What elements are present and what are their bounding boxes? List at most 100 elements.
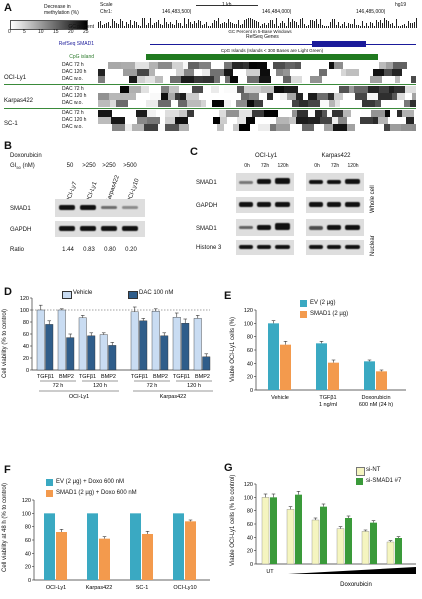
gc-bar (356, 25, 358, 28)
band (257, 202, 271, 207)
gi50-subscript: 50 (16, 165, 21, 171)
heatmap-cell (144, 124, 158, 131)
heatmap-cell (299, 100, 308, 107)
heatmap-cell (236, 100, 247, 107)
gc-bar (124, 26, 126, 28)
bar-ev (364, 361, 375, 390)
heatmap-cell (343, 62, 349, 69)
heatmap-cell (103, 86, 113, 93)
scale-line (196, 5, 258, 6)
heatmap-cell (270, 124, 276, 131)
heatmap-cell (322, 76, 330, 83)
heatmap-cell (393, 117, 406, 124)
browser-scale: Scale (100, 2, 113, 8)
gc-bar (246, 19, 248, 28)
heatmap-cell (136, 93, 150, 100)
heatmap-cell (390, 110, 397, 117)
gc-bar (332, 19, 334, 28)
heatmap-cell (252, 110, 264, 117)
gc-bar (364, 26, 366, 28)
heatmap-cell (239, 124, 250, 131)
blot-label-smad1: SMAD1 (10, 206, 31, 212)
heatmap-cell (230, 76, 238, 83)
gc-bar (402, 25, 404, 28)
gc-bar (262, 24, 264, 28)
heatmap-cell (120, 86, 129, 93)
row-label: DAC 120 h (62, 93, 87, 99)
gc-bar (372, 23, 374, 28)
heatmap-cell (187, 110, 194, 117)
y-tick-label: 40 (247, 535, 253, 541)
bar-ev (268, 323, 279, 390)
heatmap-cell (402, 69, 414, 76)
heatmap-cell (373, 117, 378, 124)
fraction-label-nuclear: Nuclear (370, 235, 376, 256)
heatmap-cell (246, 117, 255, 124)
gc-bar (288, 18, 290, 28)
gc-bar (388, 21, 390, 28)
blot-c-smad1-karpas (306, 173, 364, 191)
heatmap-cell (392, 69, 402, 76)
gc-bar (298, 25, 300, 28)
chart-f: 0 20 40 60 80 100 120 OCI-Ly1 Karpas422 SC-1 OCI-L… (22, 498, 210, 591)
heatmap-cell (303, 93, 308, 100)
cell-header: OCI-Ly1 (254, 153, 278, 159)
heatmap-cell (347, 124, 355, 131)
legend-swatch-vehicle (62, 291, 72, 299)
heatmap-cell (298, 86, 307, 93)
gc-bar (166, 22, 168, 28)
heatmap-cell (249, 62, 257, 69)
legend-swatch-si-nt (356, 467, 365, 476)
heatmap-cell (320, 117, 332, 124)
category-label: SC-1 (136, 585, 149, 591)
category-label: TGFβ1 (319, 395, 336, 401)
gc-bar (280, 23, 282, 28)
heatmap-cell (165, 124, 179, 131)
gc-bar (264, 23, 266, 28)
heatmap-cell (267, 62, 273, 69)
gc-bar (136, 22, 138, 28)
heatmap-cell (192, 86, 203, 93)
heatmap-cell (98, 110, 112, 117)
legend-smad1: SMAD1 (2 µg) (310, 311, 349, 317)
heatmap-row (98, 93, 416, 100)
gc-bar (284, 23, 286, 28)
gc-bar (122, 21, 124, 28)
cell-line-label: Karpas422 (160, 394, 187, 400)
heatmap-cell (406, 117, 414, 124)
blot-label: SMAD1 (196, 180, 217, 186)
band (80, 205, 96, 210)
heatmap-cell (98, 124, 104, 131)
bar-dac (45, 324, 54, 371)
category-label: TGFβ1 (131, 374, 148, 380)
heatmap-cell (241, 69, 246, 76)
heatmap-cell (338, 117, 347, 124)
heatmap-cell (361, 110, 371, 117)
time-label: 120h (347, 163, 359, 169)
blot-c-nuc-smad1-karpas (306, 219, 364, 236)
gc-bar (174, 25, 176, 28)
heatmap-cell (210, 69, 224, 76)
heatmap-cell (327, 69, 341, 76)
heatmap-cell (414, 110, 416, 117)
heatmap-cell (320, 62, 329, 69)
heatmap-cell (321, 86, 328, 93)
heatmap-cell (176, 69, 184, 76)
row-label: DAC w.o. (62, 124, 83, 130)
heatmap-row (98, 124, 416, 131)
y-tick-label: 0 (28, 578, 31, 584)
band (257, 179, 271, 184)
gc-bar (306, 26, 308, 28)
heatmap-cell (320, 100, 329, 107)
y-tick-label: 0 (250, 388, 253, 394)
heatmap-cell (367, 93, 378, 100)
y-tick-label: 60 (25, 538, 31, 544)
heatmap-cell (123, 93, 136, 100)
gc-bar (290, 22, 292, 28)
heatmap-cell (292, 110, 297, 117)
heatmap-cell (354, 86, 368, 93)
band (309, 202, 323, 207)
heatmap-cell (246, 69, 260, 76)
category-label: BMP2 (59, 374, 74, 380)
heatmap-cell (308, 117, 320, 124)
